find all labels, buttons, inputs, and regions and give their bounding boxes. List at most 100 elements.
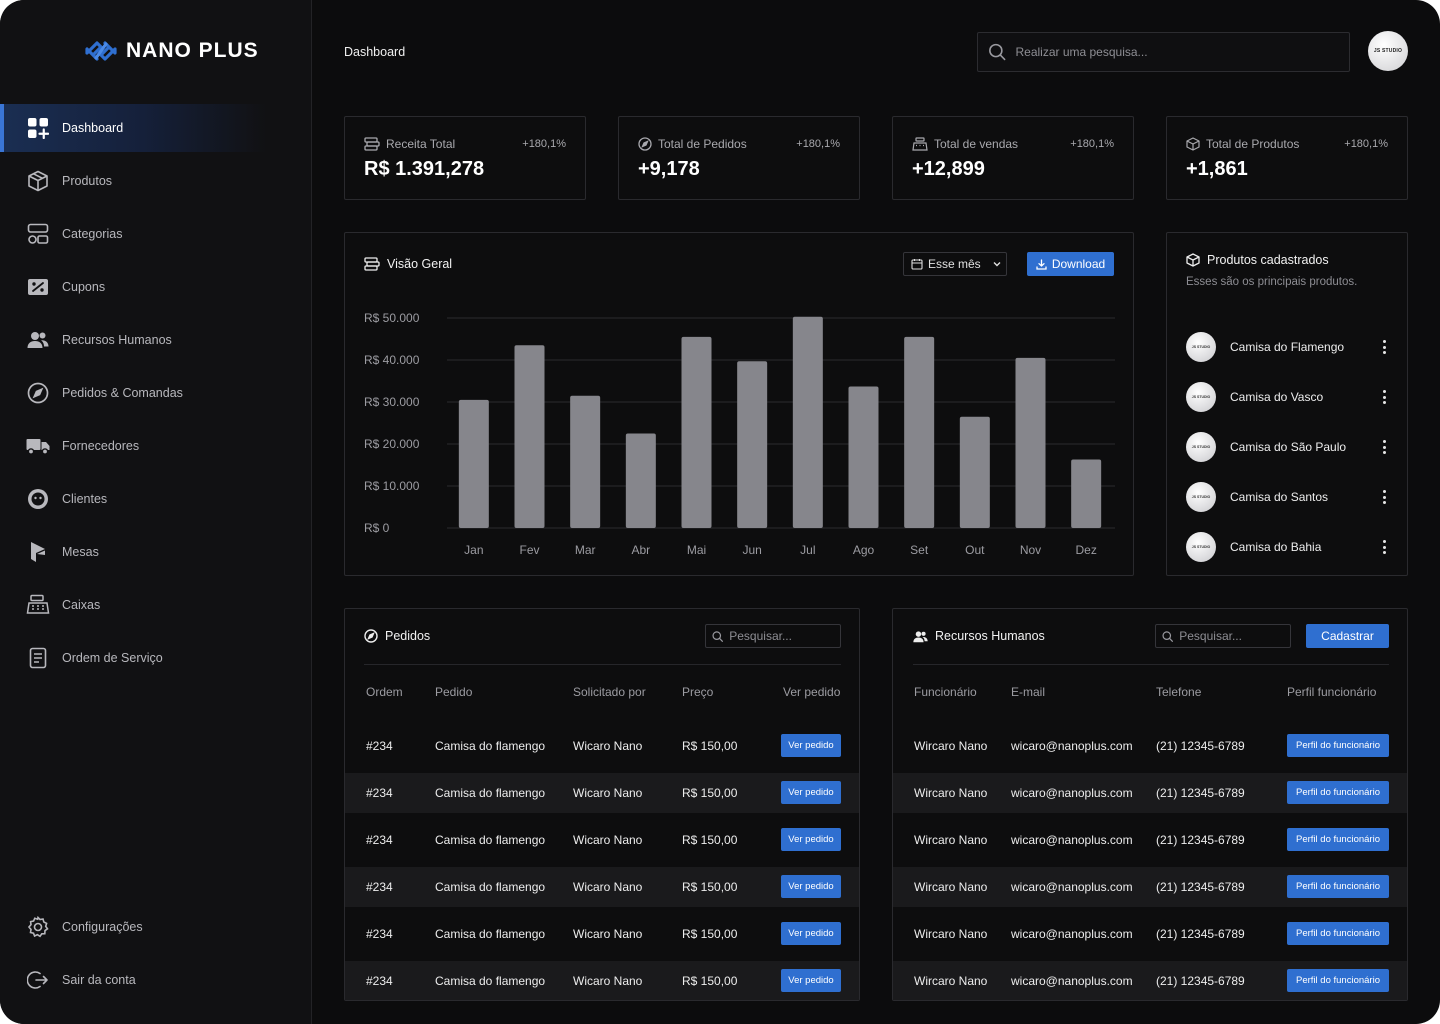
y-tick-label: R$ 10.000 [364, 479, 420, 493]
perfil-funcionario-button[interactable]: Perfil do funcionário [1287, 781, 1389, 804]
sidebar-item-ordem-servico[interactable]: Ordem de Serviço [0, 634, 312, 682]
register-icon [912, 137, 928, 151]
sidebar-item-pedidos-comandas[interactable]: Pedidos & Comandas [0, 369, 312, 417]
list-item[interactable]: JS STUDIO Camisa do Bahia [1186, 531, 1391, 563]
global-search[interactable] [977, 32, 1350, 72]
table-cell: Camisa do flamengo [435, 974, 546, 988]
sidebar-item-mesas[interactable]: Mesas [0, 528, 312, 576]
sidebar-item-label: Produtos [62, 174, 113, 188]
perfil-funcionario-button[interactable]: Perfil do funcionário [1287, 828, 1389, 851]
logo[interactable]: NANO PLUS [84, 36, 259, 66]
coupon-icon [26, 275, 50, 299]
users-icon [26, 328, 50, 352]
perfil-funcionario-button[interactable]: Perfil do funcionário [1287, 734, 1389, 757]
sidebar-item-dashboard[interactable]: Dashboard [0, 104, 312, 152]
orders-search-input[interactable] [729, 629, 840, 643]
hr-card: Recursos Humanos Cadastrar Funcionário E-… [892, 608, 1408, 1001]
breadcrumb: Dashboard [344, 45, 406, 59]
stat-value: +1,861 [1186, 158, 1248, 180]
products-title: Produtos cadastrados [1207, 253, 1329, 267]
y-tick-label: R$ 30.000 [364, 395, 420, 409]
sidebar-item-categorias[interactable]: Categorias [0, 210, 312, 258]
table-cell: Wicaro Nano [573, 739, 643, 753]
column-header: Ver pedido [783, 685, 841, 699]
sidebar-item-fornecedores[interactable]: Fornecedores [0, 422, 312, 470]
table-row: #234 Camisa do flamengo Wicaro Nano R$ 150,… [345, 867, 859, 907]
cadastrar-button[interactable]: Cadastrar [1306, 624, 1389, 648]
sidebar-item-caixas[interactable]: Caixas [0, 581, 312, 629]
hr-search[interactable] [1155, 624, 1291, 648]
orders-search[interactable] [705, 624, 841, 648]
stat-title: Total de vendas [934, 137, 1019, 151]
list-item[interactable]: JS STUDIO Camisa do Vasco [1186, 381, 1391, 413]
sidebar-item-label: Cupons [62, 280, 106, 294]
hr-title: Recursos Humanos [935, 629, 1045, 643]
product-avatar: JS STUDIO [1186, 382, 1216, 412]
download-button[interactable]: Download [1027, 252, 1114, 276]
chart-bar [681, 336, 712, 528]
table-cell: Wicaro Nano [573, 833, 643, 847]
x-tick-label: Mai [687, 543, 706, 557]
table-cell: wicaro@nanoplus.com [1011, 974, 1133, 988]
chart-bar [792, 316, 823, 528]
table-cell: (21) 12345-6789 [1156, 833, 1245, 847]
avatar[interactable]: JS STUDIO [1368, 31, 1408, 71]
table-cell: wicaro@nanoplus.com [1011, 739, 1133, 753]
sidebar-item-label: Configurações [62, 920, 143, 934]
chevron-down-icon [993, 262, 1001, 267]
more-options-icon[interactable] [1379, 388, 1389, 406]
ver-pedido-button[interactable]: Ver pedido [781, 922, 841, 945]
sidebar-item-label: Fornecedores [62, 439, 140, 453]
brand-name: NANO PLUS [126, 39, 259, 62]
table-cell: wicaro@nanoplus.com [1011, 927, 1133, 941]
more-options-icon[interactable] [1379, 338, 1389, 356]
column-header: Funcionário [914, 685, 977, 699]
sidebar-item-configuracoes[interactable]: Configurações [0, 903, 312, 951]
ver-pedido-button[interactable]: Ver pedido [781, 781, 841, 804]
sidebar-item-sair[interactable]: Sair da conta [0, 956, 312, 1004]
table-cell: Wircaro Nano [914, 880, 988, 894]
table-cell: wicaro@nanoplus.com [1011, 880, 1133, 894]
list-item[interactable]: JS STUDIO Camisa do Santos [1186, 481, 1391, 513]
dashboard-grid-icon [26, 116, 50, 140]
list-item[interactable]: JS STUDIO Camisa do Flamengo [1186, 331, 1391, 363]
table-cell: Camisa do flamengo [435, 739, 546, 753]
table-cell: (21) 12345-6789 [1156, 880, 1245, 894]
list-item[interactable]: JS STUDIO Camisa do São Paulo [1186, 431, 1391, 463]
x-tick-label: Jun [742, 543, 761, 557]
period-select[interactable]: Esse mês [903, 252, 1007, 276]
perfil-funcionario-button[interactable]: Perfil do funcionário [1287, 922, 1389, 945]
more-options-icon[interactable] [1379, 438, 1389, 456]
table-cell: Camisa do flamengo [435, 786, 546, 800]
sidebar-item-produtos[interactable]: Produtos [0, 157, 312, 205]
perfil-funcionario-button[interactable]: Perfil do funcionário [1287, 875, 1389, 898]
table-cell: Wircaro Nano [914, 739, 988, 753]
sidebar-item-clientes[interactable]: Clientes [0, 475, 312, 523]
table-cell: (21) 12345-6789 [1156, 927, 1245, 941]
perfil-funcionario-button[interactable]: Perfil do funcionário [1287, 969, 1389, 992]
products-card: Produtos cadastrados Esses são os princi… [1166, 232, 1408, 576]
ver-pedido-button[interactable]: Ver pedido [781, 875, 841, 898]
table-cell: wicaro@nanoplus.com [1011, 833, 1133, 847]
x-tick-label: Jan [464, 543, 483, 557]
sidebar-item-recursos-humanos[interactable]: Recursos Humanos [0, 316, 312, 364]
ver-pedido-button[interactable]: Ver pedido [781, 969, 841, 992]
period-label: Esse mês [928, 257, 981, 271]
sidebar-item-cupons[interactable]: Cupons [0, 263, 312, 311]
box-icon [26, 169, 50, 193]
table-row: #234 Camisa do flamengo Wicaro Nano R$ 150,… [345, 961, 859, 1000]
more-options-icon[interactable] [1379, 488, 1389, 506]
hr-search-input[interactable] [1179, 629, 1290, 643]
ver-pedido-button[interactable]: Ver pedido [781, 734, 841, 757]
y-tick-label: R$ 20.000 [364, 437, 420, 451]
box-icon [1186, 137, 1200, 151]
search-input[interactable] [1015, 45, 1349, 59]
table-cell: R$ 150,00 [682, 880, 738, 894]
divider [364, 664, 841, 665]
more-options-icon[interactable] [1379, 538, 1389, 556]
ver-pedido-button[interactable]: Ver pedido [781, 828, 841, 851]
table-row: #234 Camisa do flamengo Wicaro Nano R$ 150,… [345, 773, 859, 813]
table-cell: #234 [366, 833, 393, 847]
table-row: #234 Camisa do flamengo Wicaro Nano R$ 150,… [345, 726, 859, 766]
sidebar-item-label: Mesas [62, 545, 99, 559]
